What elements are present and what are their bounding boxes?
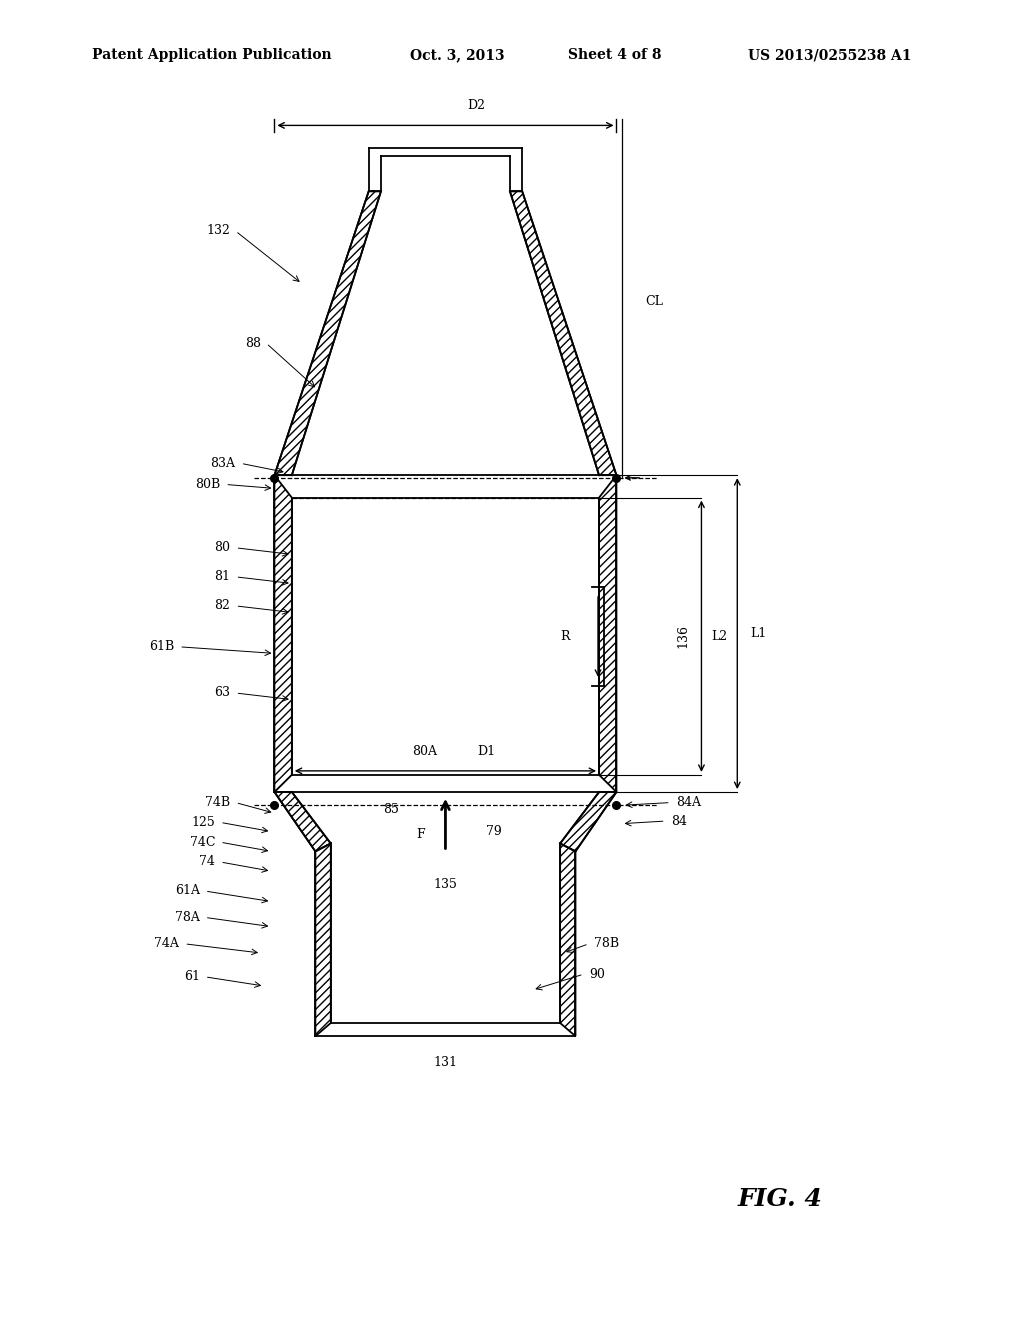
Polygon shape <box>274 191 381 475</box>
Text: 125: 125 <box>191 816 215 829</box>
Text: 132: 132 <box>207 224 230 238</box>
Text: US 2013/0255238 A1: US 2013/0255238 A1 <box>748 49 911 62</box>
Text: 90: 90 <box>589 968 605 981</box>
Text: 61A: 61A <box>175 884 200 898</box>
Text: 85: 85 <box>383 803 399 816</box>
Text: 79: 79 <box>486 825 502 838</box>
Polygon shape <box>274 792 331 851</box>
Polygon shape <box>510 191 616 475</box>
Text: L2: L2 <box>712 630 728 643</box>
Text: FIG. 4: FIG. 4 <box>737 1187 822 1210</box>
Text: 84A: 84A <box>676 796 700 809</box>
Text: F: F <box>417 828 425 841</box>
Text: Patent Application Publication: Patent Application Publication <box>92 49 332 62</box>
Text: 63: 63 <box>214 686 230 700</box>
Polygon shape <box>274 475 292 792</box>
Text: L1: L1 <box>751 627 767 640</box>
Polygon shape <box>560 843 575 1036</box>
Text: 74A: 74A <box>155 937 179 950</box>
Text: 81: 81 <box>214 570 230 583</box>
Polygon shape <box>599 475 616 792</box>
Text: Sheet 4 of 8: Sheet 4 of 8 <box>568 49 662 62</box>
Text: 74C: 74C <box>189 836 215 849</box>
Text: D1: D1 <box>477 744 496 758</box>
Text: 83A: 83A <box>211 457 236 470</box>
Text: 61: 61 <box>183 970 200 983</box>
Text: 82: 82 <box>214 599 230 612</box>
Text: 136: 136 <box>677 624 689 648</box>
Text: 74B: 74B <box>205 796 230 809</box>
Text: 80A: 80A <box>413 744 437 758</box>
Text: R: R <box>560 631 569 643</box>
Polygon shape <box>560 792 616 851</box>
Text: 80B: 80B <box>195 478 220 491</box>
Text: 131: 131 <box>433 1056 458 1069</box>
Text: 78A: 78A <box>175 911 200 924</box>
Text: 61B: 61B <box>148 640 174 653</box>
Text: CL: CL <box>645 296 663 308</box>
Text: 84: 84 <box>671 814 687 828</box>
Text: 80: 80 <box>214 541 230 554</box>
Text: 78B: 78B <box>594 937 620 950</box>
Text: Oct. 3, 2013: Oct. 3, 2013 <box>410 49 504 62</box>
Text: 135: 135 <box>433 878 458 891</box>
Text: 88: 88 <box>245 337 261 350</box>
Polygon shape <box>315 843 331 1036</box>
Text: D2: D2 <box>467 99 485 112</box>
Text: 74: 74 <box>199 855 215 869</box>
